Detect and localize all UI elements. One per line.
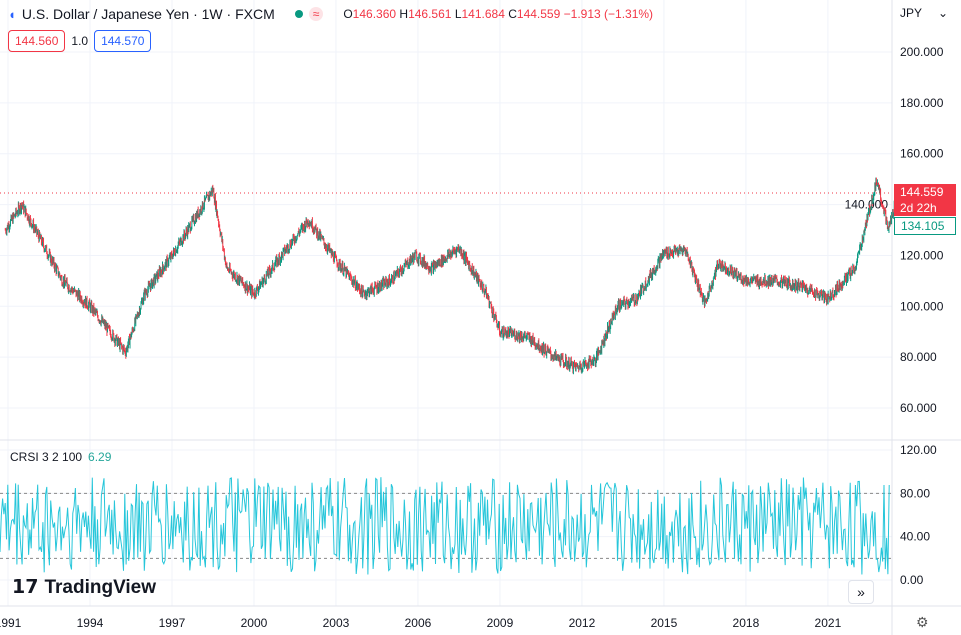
- rsi-tick-label: 80.00: [900, 486, 930, 500]
- x-tick-label: 2003: [323, 616, 350, 630]
- x-tick-label: 1994: [77, 616, 104, 630]
- rsi-line: [0, 477, 890, 575]
- x-tick-label: 2012: [569, 616, 596, 630]
- indicator-legend[interactable]: CRSI 3 2 100 6.29: [10, 450, 112, 464]
- y-tick-label: 120.000: [900, 248, 944, 262]
- y-tick-label: 60.000: [900, 401, 937, 415]
- countdown-tag: 2d 22h: [894, 200, 956, 216]
- chevron-down-icon: ⌄: [937, 6, 948, 20]
- x-tick-label: 2000: [241, 616, 268, 630]
- tradingview-logo[interactable]: 𝟭𝟳 TradingView: [12, 576, 157, 599]
- last-price-tag: 144.559: [894, 184, 956, 200]
- x-tick-label: 2015: [651, 616, 678, 630]
- x-tick-label: 2021: [815, 616, 842, 630]
- spread: 1.0: [71, 34, 89, 48]
- data-delay-icon: ≈: [308, 7, 324, 21]
- ohlc-values: O146.360 H146.561 L141.684 C144.559 −1.9…: [343, 7, 654, 21]
- x-tick-label: 2006: [405, 616, 432, 630]
- gear-icon[interactable]: ⚙: [916, 614, 929, 630]
- x-tick-label: 1991: [0, 616, 22, 630]
- trade-boxes: 144.560 1.0 144.570: [8, 30, 152, 52]
- symbol-title[interactable]: U.S. Dollar / Japanese Yen · 1W · FXCM: [21, 6, 275, 22]
- rsi-tick-label: 120.00: [900, 443, 937, 457]
- chart-legend: ◖ U.S. Dollar / Japanese Yen · 1W · FXCM…: [8, 6, 653, 22]
- market-open-icon: [294, 10, 303, 18]
- y-tick-label: 100.000: [900, 299, 944, 313]
- y-tick-label: 140.000: [845, 198, 889, 212]
- rsi-tick-label: 40.00: [900, 530, 930, 544]
- currency-selector[interactable]: JPY ⌄: [900, 6, 948, 20]
- y-tick-label: 180.000: [900, 96, 944, 110]
- scroll-to-realtime-button[interactable]: »: [848, 580, 874, 604]
- sell-button[interactable]: 144.560: [8, 30, 66, 52]
- tv-logo-icon: 𝟭𝟳: [12, 577, 39, 598]
- x-tick-label: 2018: [733, 616, 760, 630]
- rsi-tick-label: 0.00: [900, 573, 924, 587]
- y-tick-label: 160.000: [900, 147, 944, 161]
- x-tick-label: 1997: [159, 616, 186, 630]
- flag-icon: ◖: [8, 6, 16, 22]
- buy-button[interactable]: 144.570: [94, 30, 152, 52]
- price-tag: 134.105: [894, 217, 956, 235]
- y-tick-label: 200.000: [900, 45, 944, 59]
- x-tick-label: 2009: [487, 616, 514, 630]
- y-tick-label: 80.000: [900, 350, 937, 364]
